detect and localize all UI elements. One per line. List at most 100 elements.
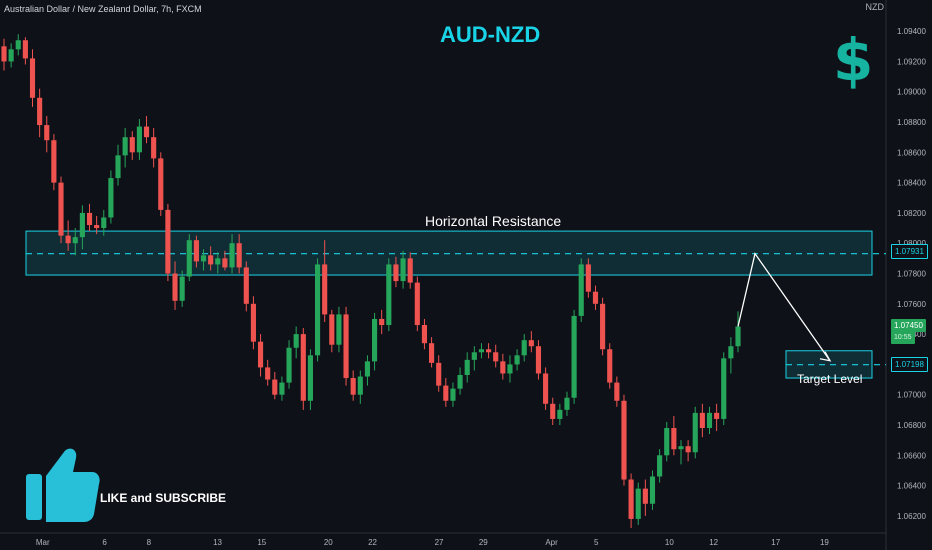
- candle[interactable]: [72, 237, 78, 244]
- candle[interactable]: [371, 318, 378, 362]
- candle[interactable]: [407, 258, 413, 283]
- candle[interactable]: [229, 243, 235, 268]
- resistance-zone[interactable]: [25, 230, 873, 276]
- candle[interactable]: [657, 455, 663, 477]
- candle[interactable]: [257, 341, 264, 368]
- candle[interactable]: [429, 343, 435, 363]
- candle[interactable]: [172, 273, 178, 301]
- candle[interactable]: [236, 243, 242, 268]
- symbol-title[interactable]: Australian Dollar / New Zealand Dollar, …: [4, 4, 202, 14]
- candle[interactable]: [443, 385, 449, 401]
- candle[interactable]: [193, 240, 199, 262]
- candle[interactable]: [571, 315, 577, 398]
- candle[interactable]: [535, 346, 542, 374]
- candle[interactable]: [607, 349, 613, 383]
- candle[interactable]: [129, 137, 135, 153]
- candle[interactable]: [386, 264, 392, 326]
- candle[interactable]: [86, 212, 93, 226]
- candle[interactable]: [585, 264, 591, 292]
- candle[interactable]: [101, 217, 107, 229]
- candle[interactable]: [108, 178, 114, 218]
- candle[interactable]: [436, 362, 442, 386]
- candle[interactable]: [514, 355, 520, 365]
- candle[interactable]: [22, 40, 28, 59]
- candle[interactable]: [1, 46, 7, 62]
- candle[interactable]: [528, 340, 534, 347]
- candle[interactable]: [300, 334, 306, 401]
- candle[interactable]: [721, 358, 727, 419]
- candle[interactable]: [222, 258, 228, 268]
- candle[interactable]: [364, 361, 371, 377]
- candle[interactable]: [649, 476, 656, 504]
- candle[interactable]: [500, 361, 506, 374]
- candle[interactable]: [336, 314, 342, 345]
- candle[interactable]: [400, 258, 406, 282]
- candle[interactable]: [307, 355, 313, 401]
- candle[interactable]: [550, 403, 556, 419]
- candle[interactable]: [29, 58, 36, 98]
- candle[interactable]: [507, 364, 513, 374]
- candle[interactable]: [286, 347, 292, 383]
- candle[interactable]: [243, 267, 249, 304]
- candle[interactable]: [343, 314, 349, 379]
- candle[interactable]: [393, 264, 399, 282]
- candle[interactable]: [122, 137, 128, 156]
- candle[interactable]: [165, 209, 171, 274]
- candle[interactable]: [357, 376, 363, 395]
- candle[interactable]: [635, 488, 641, 519]
- candle[interactable]: [314, 264, 321, 356]
- candle[interactable]: [94, 225, 100, 229]
- candle[interactable]: [58, 182, 64, 236]
- candle[interactable]: [350, 378, 356, 395]
- candle[interactable]: [136, 126, 142, 153]
- candle[interactable]: [379, 318, 385, 326]
- candle[interactable]: [578, 264, 584, 316]
- candle[interactable]: [151, 137, 157, 159]
- candle[interactable]: [706, 412, 713, 429]
- candle[interactable]: [521, 340, 527, 356]
- candle[interactable]: [471, 352, 477, 360]
- candle[interactable]: [329, 314, 335, 345]
- candle[interactable]: [692, 412, 698, 453]
- candle[interactable]: [421, 325, 428, 344]
- candle[interactable]: [215, 258, 221, 265]
- candle[interactable]: [493, 352, 499, 362]
- thumbs-up-icon[interactable]: [26, 448, 100, 522]
- candle[interactable]: [664, 428, 670, 456]
- candle[interactable]: [208, 255, 214, 265]
- candle[interactable]: [158, 158, 164, 210]
- candle[interactable]: [678, 446, 684, 450]
- candle[interactable]: [200, 255, 207, 262]
- candle[interactable]: [464, 359, 470, 376]
- candle[interactable]: [600, 303, 606, 350]
- candle[interactable]: [642, 488, 648, 504]
- candle[interactable]: [186, 240, 192, 277]
- candle[interactable]: [250, 303, 256, 342]
- candle[interactable]: [557, 409, 563, 419]
- candle[interactable]: [115, 155, 121, 179]
- candle[interactable]: [628, 479, 634, 519]
- candle[interactable]: [614, 382, 620, 401]
- candle[interactable]: [685, 446, 691, 453]
- candle[interactable]: [65, 235, 71, 244]
- candle[interactable]: [621, 400, 627, 480]
- candle[interactable]: [671, 428, 677, 450]
- candle[interactable]: [457, 375, 463, 389]
- candle[interactable]: [51, 140, 57, 183]
- candle[interactable]: [272, 379, 278, 395]
- candle[interactable]: [44, 125, 50, 141]
- candle[interactable]: [699, 412, 705, 429]
- candle[interactable]: [79, 212, 85, 238]
- candle[interactable]: [478, 349, 485, 353]
- candle[interactable]: [143, 126, 150, 138]
- candle[interactable]: [265, 367, 271, 380]
- candle[interactable]: [414, 282, 420, 326]
- candle[interactable]: [728, 346, 734, 359]
- candle[interactable]: [543, 373, 549, 404]
- candle[interactable]: [279, 382, 285, 395]
- candle[interactable]: [293, 334, 299, 348]
- candle[interactable]: [15, 40, 21, 50]
- candle[interactable]: [735, 326, 741, 347]
- candle[interactable]: [8, 49, 14, 62]
